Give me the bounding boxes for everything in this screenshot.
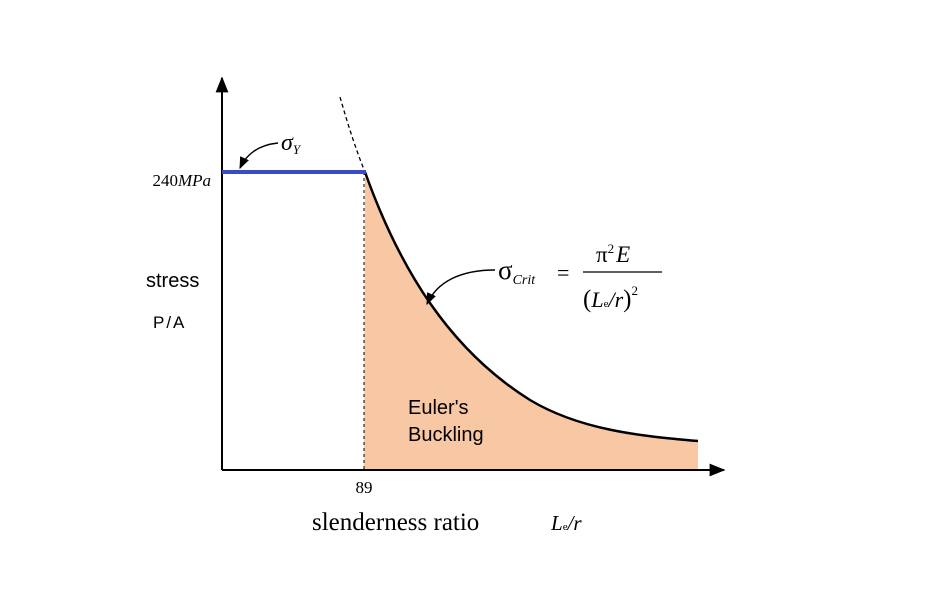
numerator: π2E	[596, 241, 630, 267]
critical-formula: σCrit = π2E (Le/r)2	[498, 241, 662, 313]
y-axis-sublabel: P/A	[153, 313, 186, 332]
critical-arrow	[426, 269, 496, 306]
critical-symbol: σCrit	[498, 255, 536, 288]
x-axis-label: slenderness ratio	[312, 509, 479, 536]
euler-region	[364, 172, 698, 470]
denominator: (Le/r)2	[583, 283, 638, 313]
region-label: Buckling	[408, 424, 484, 446]
euler-curve	[363, 171, 699, 443]
equals: =	[557, 260, 569, 285]
yield-arrow	[239, 142, 279, 170]
yield-symbol: σY	[281, 130, 302, 157]
region-label: Euler's	[408, 397, 469, 419]
y-axis-label: stress	[146, 270, 199, 292]
x-axis-sublabel: Le/r	[550, 511, 582, 535]
x-tick-label: 89	[356, 478, 373, 497]
euler-curve-extension	[339, 96, 366, 173]
y-tick-label: 240MPa	[152, 171, 211, 190]
